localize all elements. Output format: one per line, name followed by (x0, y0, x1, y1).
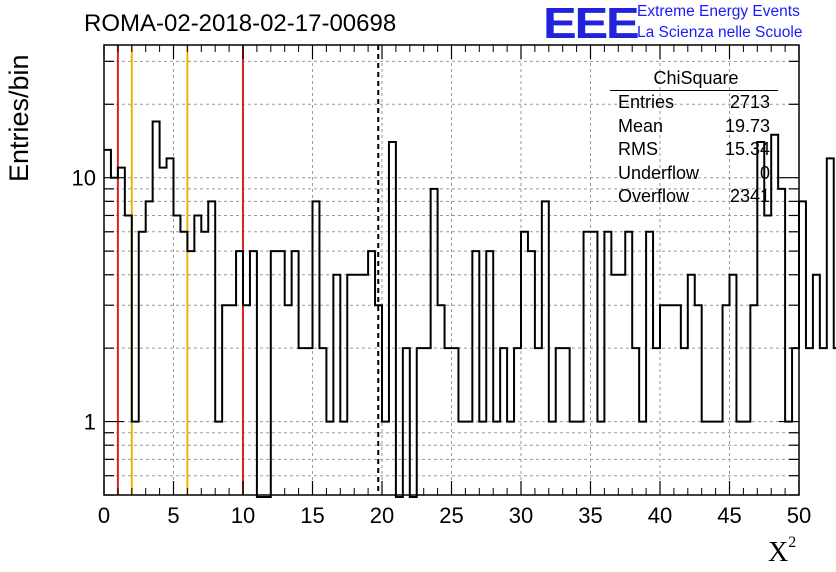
x-axis-label-base: X (768, 537, 789, 568)
x-tick-label: 45 (717, 503, 741, 528)
axis-tick-labels: 0 5 10 15 20 25 30 35 40 45 50 1 10 (72, 166, 812, 528)
stats-divider (610, 90, 778, 91)
logo-line-2: La Scienza nelle Scuole (637, 24, 803, 41)
histogram-line (104, 120, 836, 498)
x-tick-label: 40 (648, 503, 672, 528)
logo-line-1: Extreme Energy Events (637, 3, 800, 20)
stats-value: 2341 (729, 186, 770, 206)
stats-row: Underflow 0 (610, 162, 778, 186)
stats-row: Entries 2713 (610, 91, 778, 115)
x-tick-label: 15 (300, 503, 324, 528)
stats-value: 19.73 (724, 115, 770, 136)
stats-name: RMS (618, 139, 658, 159)
x-tick-label: 35 (578, 503, 602, 528)
stats-name: Entries (618, 92, 675, 112)
x-tick-label: 50 (787, 503, 811, 528)
stats-name: Overflow (618, 186, 690, 206)
y-tick-label: 1 (84, 410, 96, 435)
stats-name: Mean (618, 115, 664, 136)
stats-name: Underflow (618, 162, 700, 183)
chart-title: ROMA-02-2018-02-17-00698 (84, 10, 397, 37)
x-tick-label: 5 (167, 503, 179, 528)
stats-value: 0 (759, 162, 770, 183)
stats-value: 2713 (729, 92, 770, 112)
stats-value: 15.34 (724, 139, 770, 159)
y-axis-label: Entries/bin (4, 54, 34, 182)
axis-ticks (103, 45, 800, 496)
reference-lines (116, 45, 380, 495)
stats-box: ChiSquare Entries 2713 Mean 19.73 RMS 15.34… (610, 66, 778, 209)
y-tick-label: 10 (72, 166, 96, 191)
eee-logo: EEE (543, 0, 640, 48)
stats-row: Mean 19.73 (610, 115, 778, 139)
x-tick-label: 30 (509, 503, 533, 528)
x-axis-label: X2 (768, 533, 797, 569)
x-tick-label: 25 (439, 503, 463, 528)
stats-title: ChiSquare (653, 68, 739, 88)
x-tick-label: 10 (231, 503, 255, 528)
x-axis-label-sup: 2 (788, 533, 797, 551)
stats-row: RMS 15.34 (610, 138, 778, 162)
grid-lines (104, 45, 799, 495)
stats-row: Overflow 2341 (610, 185, 778, 209)
x-tick-label: 0 (98, 503, 110, 528)
x-tick-label: 20 (370, 503, 394, 528)
